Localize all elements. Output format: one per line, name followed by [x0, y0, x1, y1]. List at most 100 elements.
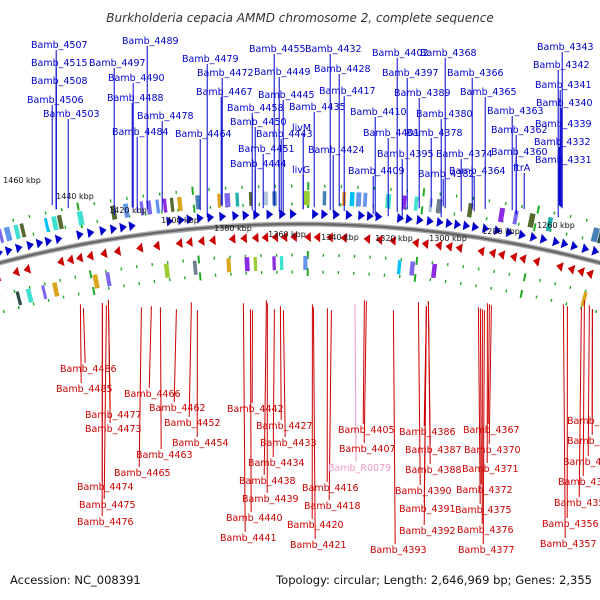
reverse-gene-arrow — [86, 250, 94, 261]
forward-gene-label: Bamb_4378 — [406, 128, 463, 139]
gene-features — [0, 190, 600, 307]
forward-gene-arrow — [242, 210, 250, 221]
forward-gene-label: Bamb_4489 — [122, 36, 179, 47]
forward-gene-arrow — [453, 219, 462, 230]
reverse-gene-arrow — [375, 234, 383, 245]
position-tick — [107, 286, 110, 290]
gene-leader-line — [82, 308, 86, 364]
gene-leader-line — [148, 306, 152, 389]
forward-gene-arrow — [591, 245, 600, 256]
reverse-gene-label: Bamb_4438 — [239, 476, 296, 487]
gene-block — [224, 193, 231, 208]
reverse-gene-label: Bamb_4349 — [558, 477, 600, 488]
position-tick — [62, 295, 65, 299]
forward-gene-arrow — [482, 223, 490, 234]
reverse-gene-arrow — [340, 232, 348, 243]
forward-gene-label: Bamb_4450 — [230, 117, 287, 128]
forward-gene-label: Bamb_4362 — [491, 125, 548, 136]
reverse-gene-arrow — [113, 246, 122, 256]
position-tick — [198, 272, 202, 281]
gene-block — [512, 210, 519, 225]
gene-block — [3, 226, 13, 242]
position-tick — [493, 269, 495, 274]
forward-gene-arrow — [345, 209, 353, 220]
forward-gene-arrow — [290, 209, 297, 219]
forward-gene-label: Bamb_4341 — [535, 80, 592, 91]
reverse-gene-label: Bamb_4477 — [85, 410, 142, 421]
reverse-gene-label: Bamb_4465 — [114, 468, 171, 479]
gene-leader-line — [263, 300, 267, 476]
forward-gene-arrow — [462, 220, 470, 231]
scale-labels: 1460 kbp 1440 kbp 1420 kbp 1400 kbp 1380 kbp… — [3, 176, 575, 243]
rna-leader-line — [354, 303, 357, 463]
position-tick — [420, 206, 424, 215]
gene-block — [13, 224, 21, 240]
forward-gene-arrow — [539, 233, 548, 244]
gene-block — [279, 256, 284, 271]
position-tick — [43, 282, 46, 286]
reverse-gene-label: Bamb_4442 — [227, 404, 284, 415]
gene-block — [76, 210, 85, 226]
position-tick — [504, 201, 507, 206]
gene-leader-line — [488, 305, 492, 445]
forward-gene-label: Bamb_4490 — [108, 73, 165, 84]
reverse-gene-label: Bamb_4375 — [455, 505, 512, 516]
gene-leader-line — [272, 309, 275, 458]
gene-block — [362, 192, 368, 207]
forward-gene-arrow — [436, 217, 444, 227]
reverse-gene-arrow — [12, 266, 20, 277]
forward-gene-label: Bamb_4451 — [238, 144, 295, 155]
forward-gene-label: Bamb_4365 — [460, 87, 517, 98]
forward-gene-label: Bamb_4449 — [254, 67, 311, 78]
gene-leader-line — [188, 302, 192, 418]
gene-leader-line — [79, 304, 82, 384]
reverse-gene-arrow — [556, 262, 564, 272]
kbp-scale-label: 1460 kbp — [3, 176, 41, 185]
forward-gene-arrow — [26, 240, 34, 251]
reverse-gene-arrow — [175, 238, 183, 248]
reverse-gene-arrow — [0, 276, 2, 282]
position-tick — [553, 211, 556, 215]
position-tick — [554, 282, 557, 286]
reverse-gene-label: Bamb_4454 — [172, 438, 229, 449]
forward-gene-arrow — [196, 213, 204, 224]
forward-gene-label: Bamb_4342 — [533, 60, 590, 71]
gene-block — [169, 197, 175, 212]
gene-leader-line — [138, 307, 142, 468]
gene-leader-line — [392, 310, 396, 545]
gene-block — [177, 196, 183, 212]
kbp-scale-label: 1320 kbp — [375, 234, 413, 243]
position-ticks — [0, 182, 600, 314]
forward-gene-label: Bamb_4445 — [258, 90, 315, 101]
reverse-gene-label: Bamb_4347 — [563, 457, 600, 468]
reverse-gene-arrow — [532, 257, 541, 267]
gene-leader-line — [578, 307, 582, 498]
rna-gene-label: Bamb_R0079 — [328, 463, 391, 474]
forward-gene-label: Bamb_4479 — [182, 54, 239, 65]
gene-block — [263, 191, 269, 206]
forward-gene-label: Bamb_4368 — [420, 48, 477, 59]
reverse-gene-arrow — [290, 232, 297, 242]
gene-leader-line — [312, 307, 316, 540]
gene-leader-line — [582, 300, 585, 477]
forward-gene-arrow — [266, 209, 274, 220]
forward-gene-arrow — [312, 209, 319, 220]
kbp-scale-label: 1280 kbp — [482, 227, 520, 236]
gene-leader-line — [427, 301, 431, 465]
gene-leader-line — [487, 304, 490, 425]
reverse-gene-label: Bamb_4434 — [248, 458, 305, 469]
kbp-scale-label: 1300 kbp — [429, 234, 467, 243]
reverse-gene-label: Bamb_4392 — [399, 526, 456, 537]
forward-gene-arrow — [333, 209, 340, 220]
forward-gene-label: Bamb_4435 — [289, 102, 346, 113]
position-tick — [549, 228, 552, 233]
gene-block — [41, 285, 48, 300]
forward-gene-arrow — [177, 215, 185, 226]
position-tick — [12, 218, 15, 222]
reverse-gene-arrow — [477, 246, 485, 257]
forward-gene-arrow — [128, 221, 136, 232]
forward-gene-arrow — [581, 243, 590, 253]
position-tick — [538, 278, 541, 283]
reverse-gene-arrow — [23, 263, 32, 274]
kbp-scale-label: 1380 kbp — [214, 224, 252, 233]
